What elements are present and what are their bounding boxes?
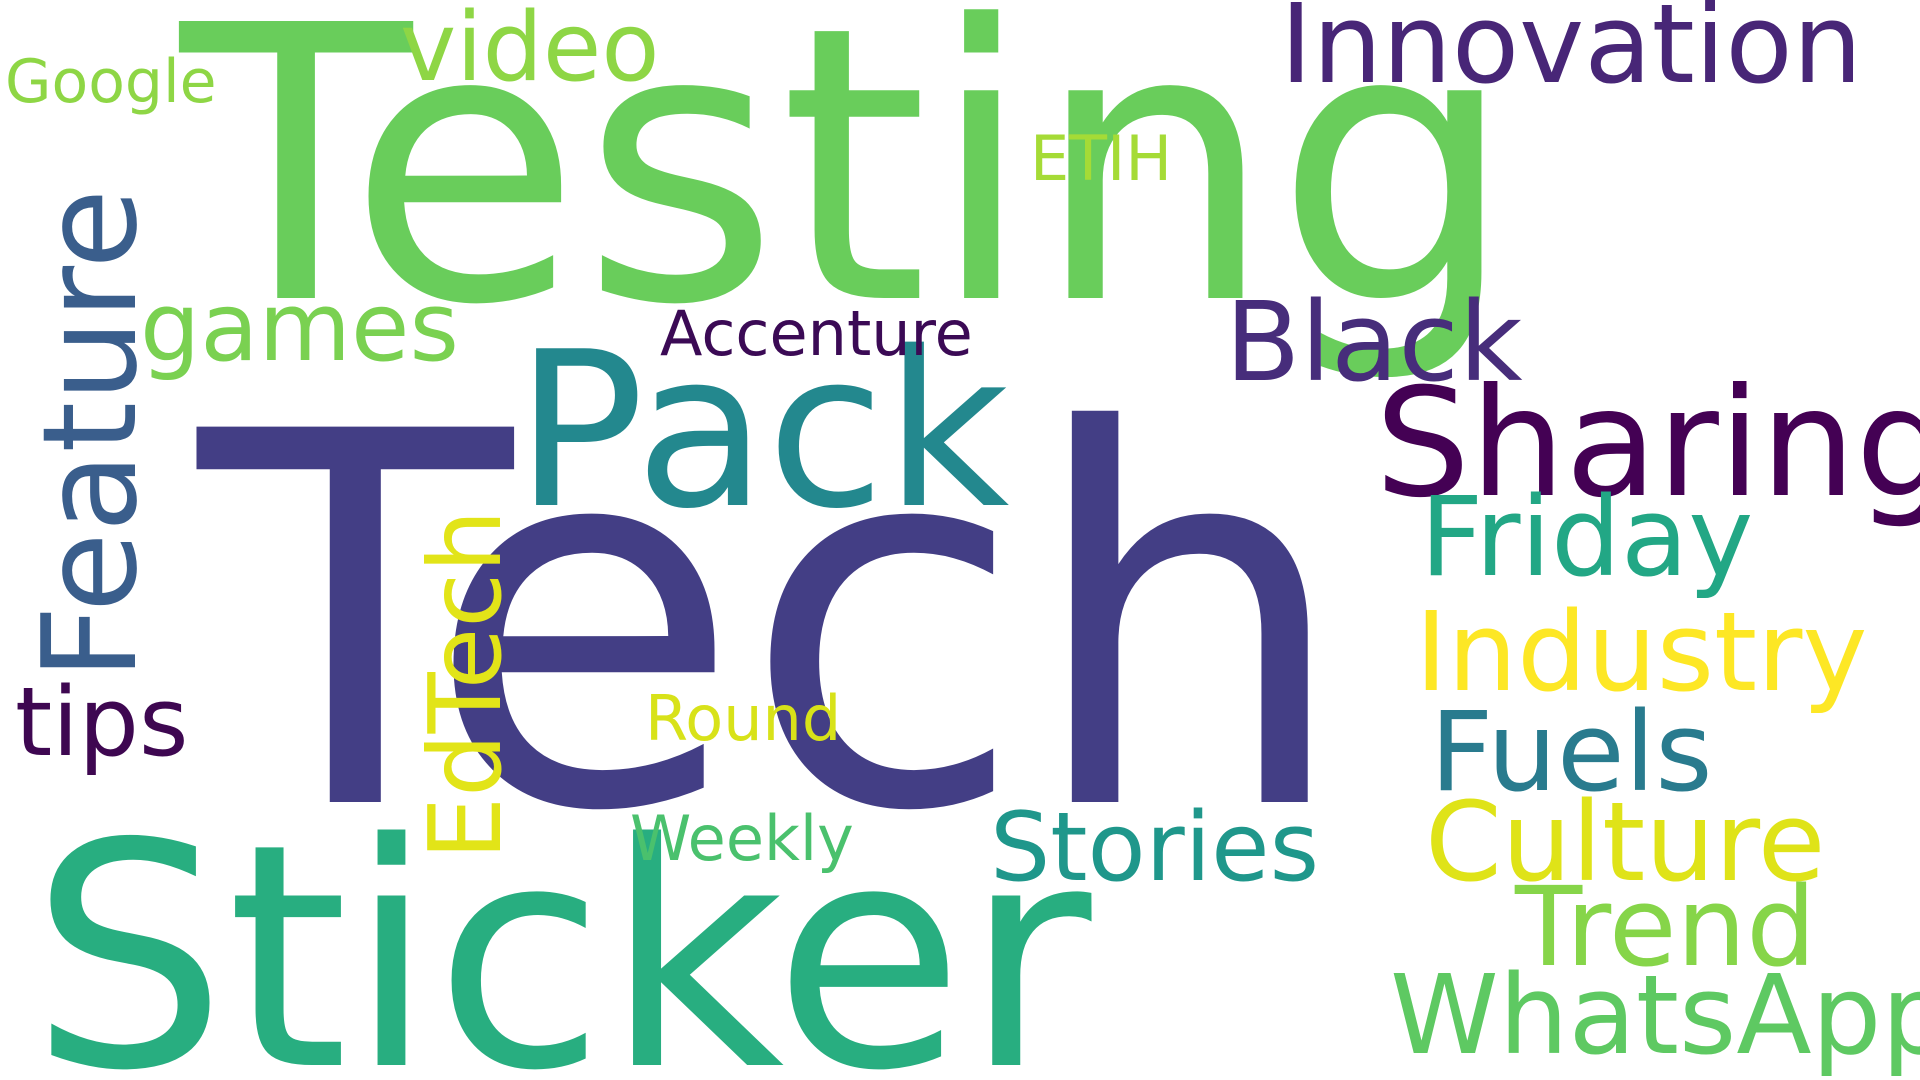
word-accenture: Accenture: [660, 297, 973, 370]
word-testing: Testing: [174, 0, 1516, 388]
word-fuels: Fuels: [1430, 688, 1713, 816]
word-weekly: Weekly: [630, 802, 854, 875]
word-feature: Feature: [14, 189, 166, 680]
word-industry: Industry: [1415, 588, 1867, 716]
word-edtech: EdTech: [407, 509, 524, 860]
word-etih: ETIH: [1030, 122, 1172, 195]
word-stories: Stories: [990, 793, 1319, 903]
word-google: Google: [5, 47, 217, 117]
word-friday: Friday: [1420, 473, 1753, 601]
word-trend: Trend: [1514, 863, 1816, 991]
word-whatsapp: WhatsApp: [1390, 951, 1920, 1079]
word-black: Black: [1225, 278, 1523, 406]
word-games: games: [140, 273, 459, 383]
word-sticker: Sticker: [30, 778, 1095, 1080]
word-round: Round: [645, 682, 841, 755]
word-sharing: Sharing: [1375, 357, 1920, 531]
word-culture: Culture: [1425, 778, 1825, 906]
word-innovation: Innovation: [1280, 0, 1862, 108]
word-video: video: [400, 0, 660, 103]
word-tech: Tech: [190, 325, 1352, 924]
word-pack: Pack: [515, 305, 1009, 556]
word-tips: tips: [15, 668, 188, 778]
